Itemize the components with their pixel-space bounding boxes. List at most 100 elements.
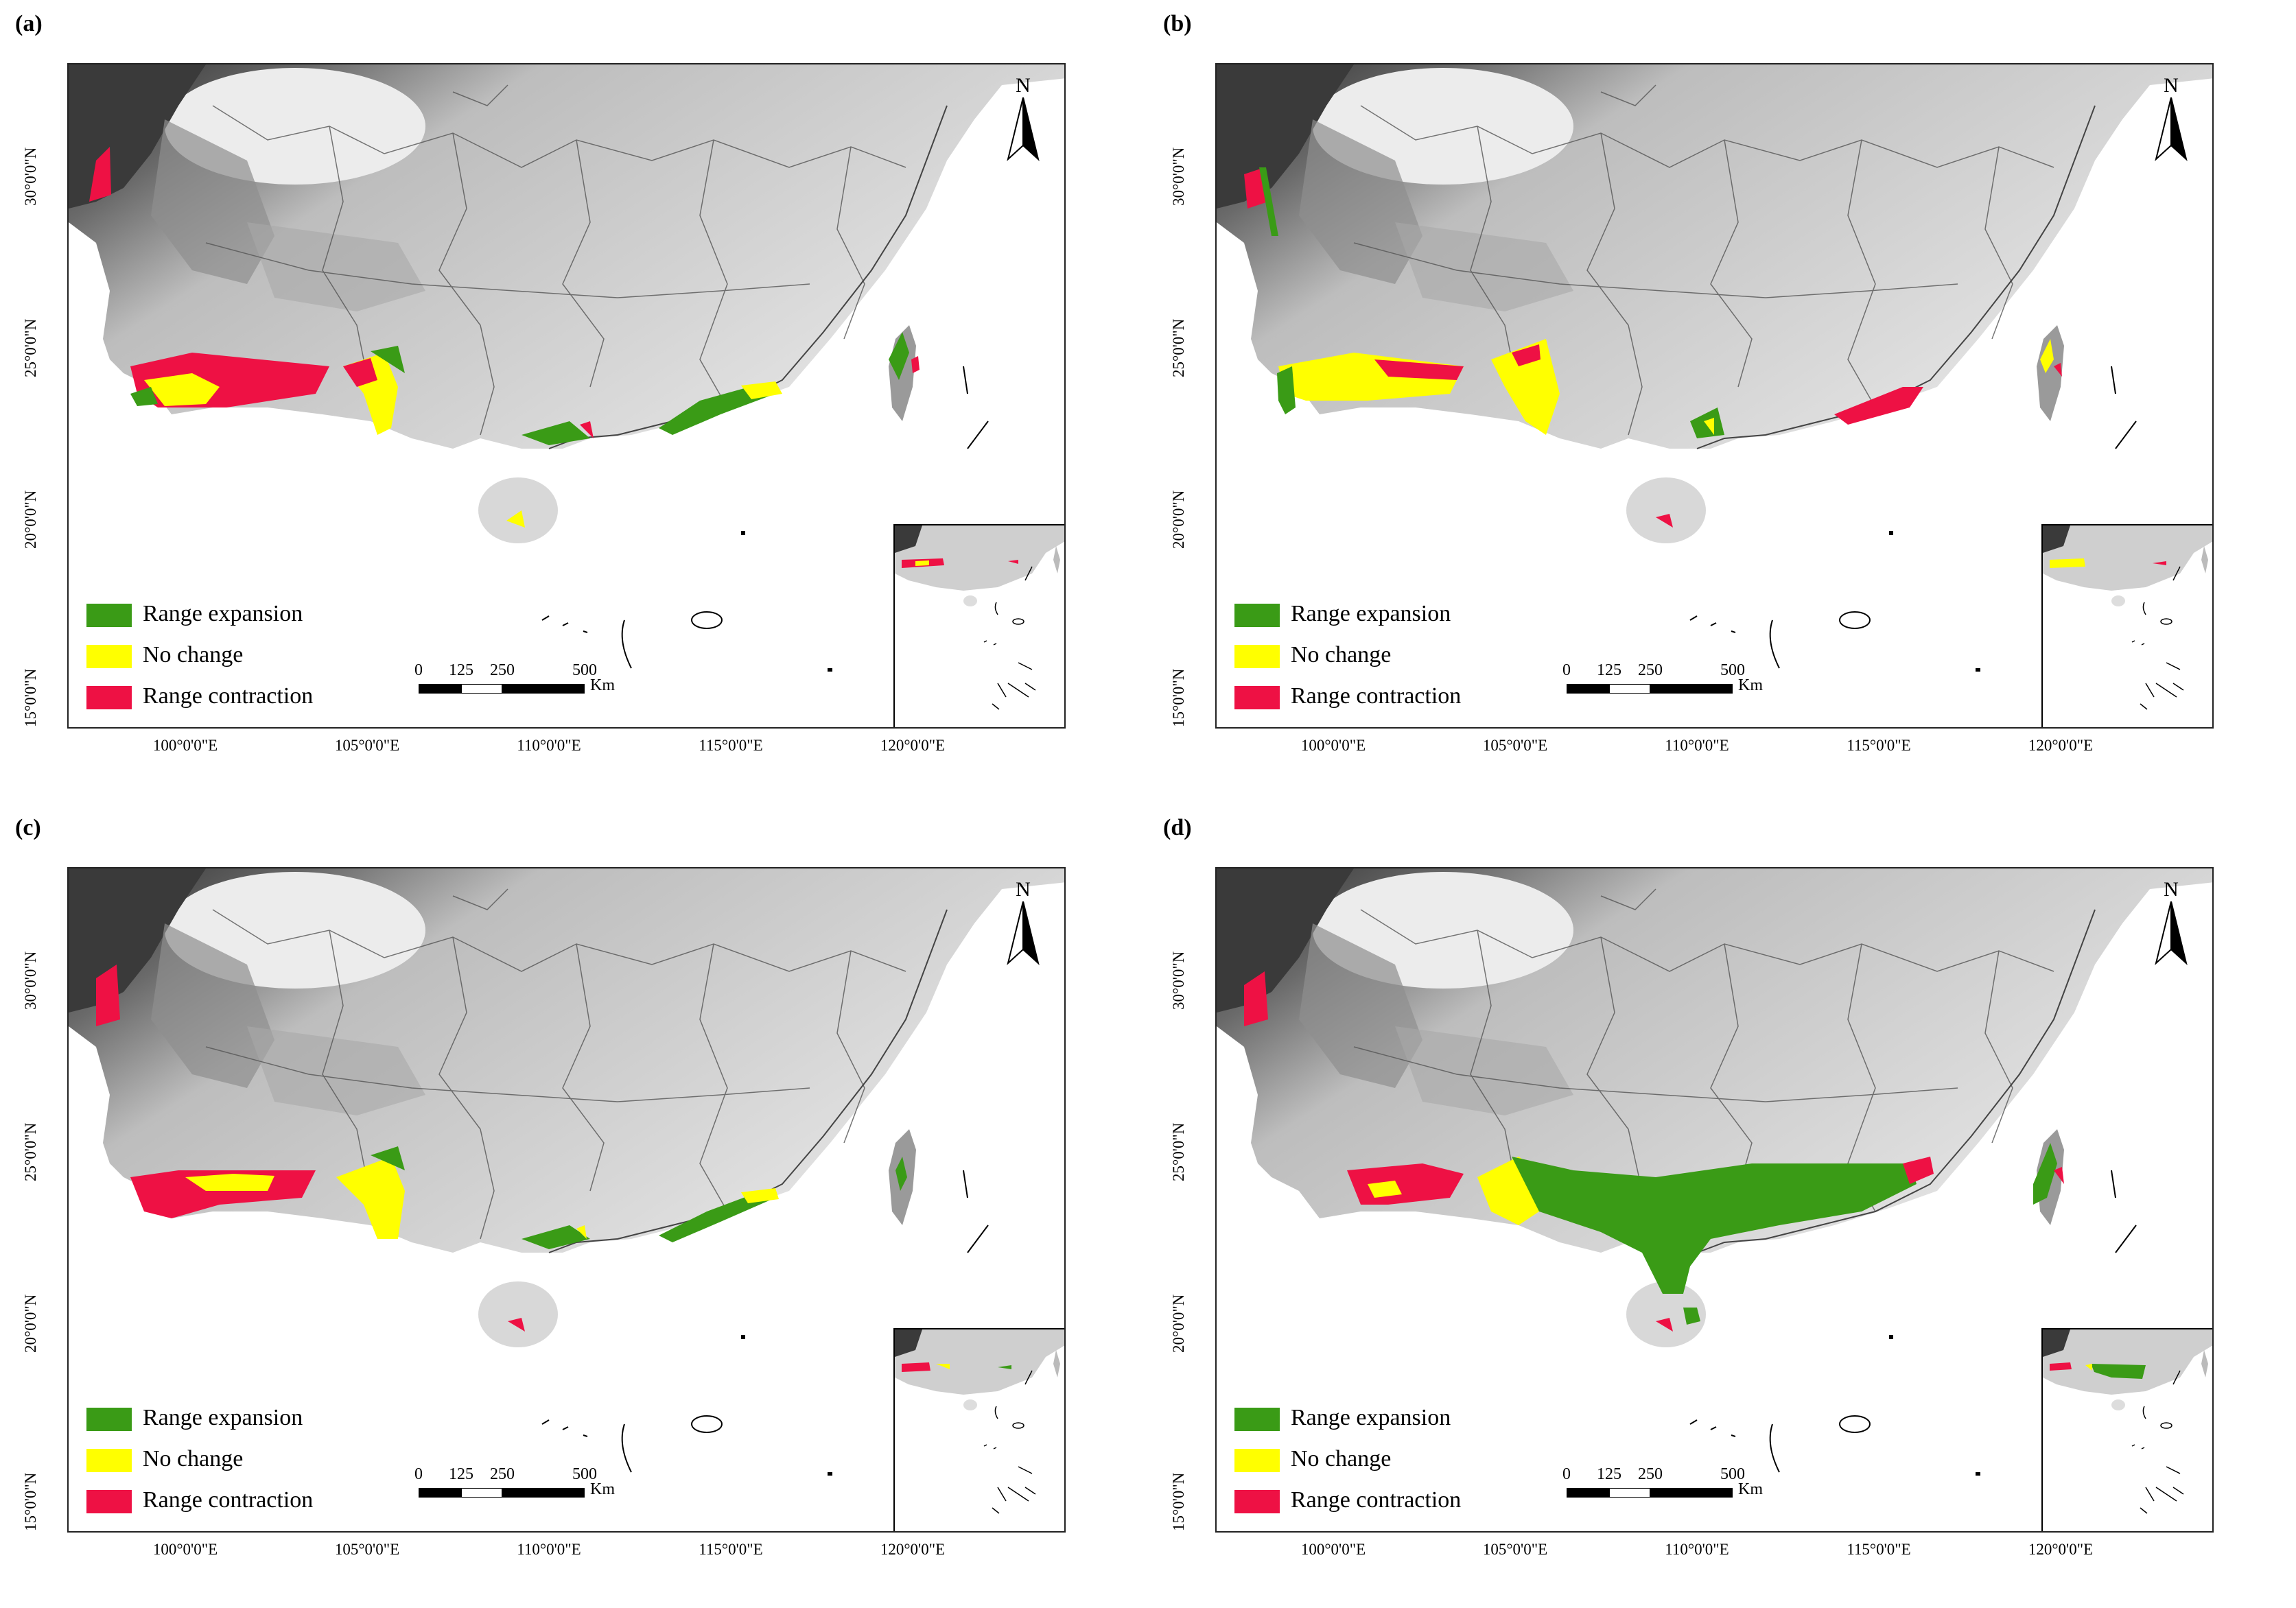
scale-tick-500: 500: [1720, 661, 1745, 679]
scale-segment-1: [419, 1488, 461, 1498]
north-label: N: [2164, 878, 2179, 901]
north-label: N: [1016, 74, 1031, 97]
distribution-overlay: [89, 147, 919, 528]
inset-map: [2041, 1328, 2212, 1531]
scale-tick-250: 250: [490, 1465, 515, 1483]
inset-range-patch-exp: [2091, 1364, 2146, 1379]
scale-segment-3: [502, 684, 585, 694]
range-patch-no: [741, 381, 782, 399]
panel-label-b: (b): [1163, 11, 1192, 36]
map-frame: Range expansion No change Range contract…: [1215, 867, 2214, 1533]
scale-bar: 0 125 250 500 Km: [414, 661, 624, 702]
lon-label-120: 120°0'0"E: [2028, 1541, 2094, 1558]
range-patch-no: [144, 373, 220, 406]
inset-range-patch-no: [936, 1364, 950, 1369]
range-patch-exp: [2033, 1143, 2057, 1205]
inset-range-patch-con: [2153, 561, 2166, 565]
range-patch-con: [1374, 359, 1464, 380]
north-label: N: [2164, 74, 2179, 97]
lat-label-15: 15°0'0"N: [22, 668, 39, 727]
inset-map-graphic: [895, 1329, 1064, 1514]
range-patch-exp: [371, 1146, 405, 1170]
lat-label-25: 25°0'0"N: [1170, 1122, 1187, 1181]
range-patch-con: [580, 421, 594, 438]
lon-label-100: 100°0'0"E: [1300, 737, 1366, 754]
inset-range-patch-con: [1008, 560, 1018, 564]
lon-label-100: 100°0'0"E: [1300, 1541, 1366, 1558]
lon-label-110: 110°0'0"E: [517, 737, 581, 754]
north-arrow: N: [1003, 878, 1044, 967]
map-panel-c: (c): [0, 804, 1148, 1608]
scale-segment-1: [1567, 1488, 1609, 1498]
north-arrow-icon: [1007, 901, 1040, 965]
scale-tick-500: 500: [572, 1465, 597, 1483]
north-arrow-icon: [2155, 97, 2188, 161]
distribution-overlay: [1244, 971, 2064, 1332]
map-frame: Range expansion No change Range contract…: [1215, 63, 2214, 729]
range-patch-exp: [889, 332, 909, 380]
map-frame: Range expansion No change Range contract…: [67, 63, 1066, 729]
terrain-basemap: [1217, 868, 2212, 1476]
lon-label-115: 115°0'0"E: [1847, 737, 1911, 754]
terrain-basemap: [69, 64, 1064, 672]
scale-tick-250: 250: [490, 661, 515, 679]
map-panel-d: (d): [1148, 804, 2296, 1608]
distribution-overlay: [96, 965, 907, 1332]
range-patch-exp: [1512, 1157, 1917, 1294]
north-arrow: N: [1003, 74, 1044, 163]
north-arrow: N: [2151, 74, 2192, 163]
scale-segment-1: [419, 684, 461, 694]
range-patch-no: [1491, 339, 1560, 435]
range-patch-no: [336, 1157, 405, 1239]
scale-segment-1: [1567, 684, 1609, 694]
inset-map: [893, 1328, 1064, 1531]
lon-label-110: 110°0'0"E: [1665, 737, 1729, 754]
swatch-expansion: [1234, 604, 1280, 627]
inset-map-graphic: [2043, 525, 2212, 710]
legend-label-nochange: No change: [1291, 642, 1392, 667]
inset-range-patch-no: [915, 560, 929, 566]
legend-label-expansion: Range expansion: [143, 601, 303, 626]
scale-tick-500: 500: [572, 661, 597, 679]
scale-bar: 0 125 250 500 Km: [1562, 1465, 1772, 1506]
swatch-contraction: [1234, 1490, 1280, 1513]
panel-label-a: (a): [15, 11, 43, 36]
legend-label-expansion: Range expansion: [1291, 1405, 1451, 1430]
inset-range-patch-con: [2050, 1362, 2072, 1371]
lon-label-110: 110°0'0"E: [517, 1541, 581, 1558]
lon-label-105: 105°0'0"E: [1482, 1541, 1548, 1558]
range-patch-exp: [895, 1157, 907, 1191]
range-patch-con: [1244, 971, 1268, 1026]
range-patch-con: [1656, 514, 1673, 528]
inset-map-graphic: [2043, 1329, 2212, 1514]
legend-label-contraction: Range contraction: [1291, 1487, 1462, 1513]
swatch-contraction: [86, 686, 132, 709]
range-patch-con: [2054, 363, 2062, 377]
range-patch-con: [1512, 344, 1541, 366]
map-panel-b: (b): [1148, 0, 2296, 804]
swatch-contraction: [1234, 686, 1280, 709]
lat-label-20: 20°0'0"N: [22, 1294, 39, 1353]
range-patch-con: [89, 147, 111, 202]
range-patch-no: [2040, 339, 2054, 373]
range-patch-con: [508, 1318, 525, 1332]
scale-tick-250: 250: [1638, 661, 1663, 679]
scale-tick-250: 250: [1638, 1465, 1663, 1483]
inset-range-patch-no: [2085, 1364, 2092, 1371]
scale-tick-125: 125: [1597, 661, 1621, 679]
range-patch-no: [506, 510, 525, 528]
scale-segment-3: [502, 1488, 585, 1498]
range-patch-exp: [1683, 1308, 1700, 1325]
legend-label-nochange: No change: [143, 1446, 244, 1471]
range-patch-no: [1368, 1181, 1402, 1198]
legend-label-expansion: Range expansion: [1291, 601, 1451, 626]
lat-label-20: 20°0'0"N: [1170, 490, 1187, 549]
range-patch-exp: [130, 387, 158, 406]
range-patch-con: [2054, 1167, 2064, 1184]
terrain-basemap: [1217, 64, 2212, 672]
lon-label-100: 100°0'0"E: [152, 737, 218, 754]
swatch-expansion: [1234, 1408, 1280, 1431]
scale-tick-125: 125: [449, 661, 473, 679]
inset-range-patch-exp: [998, 1365, 1011, 1369]
lat-label-20: 20°0'0"N: [1170, 1294, 1187, 1353]
